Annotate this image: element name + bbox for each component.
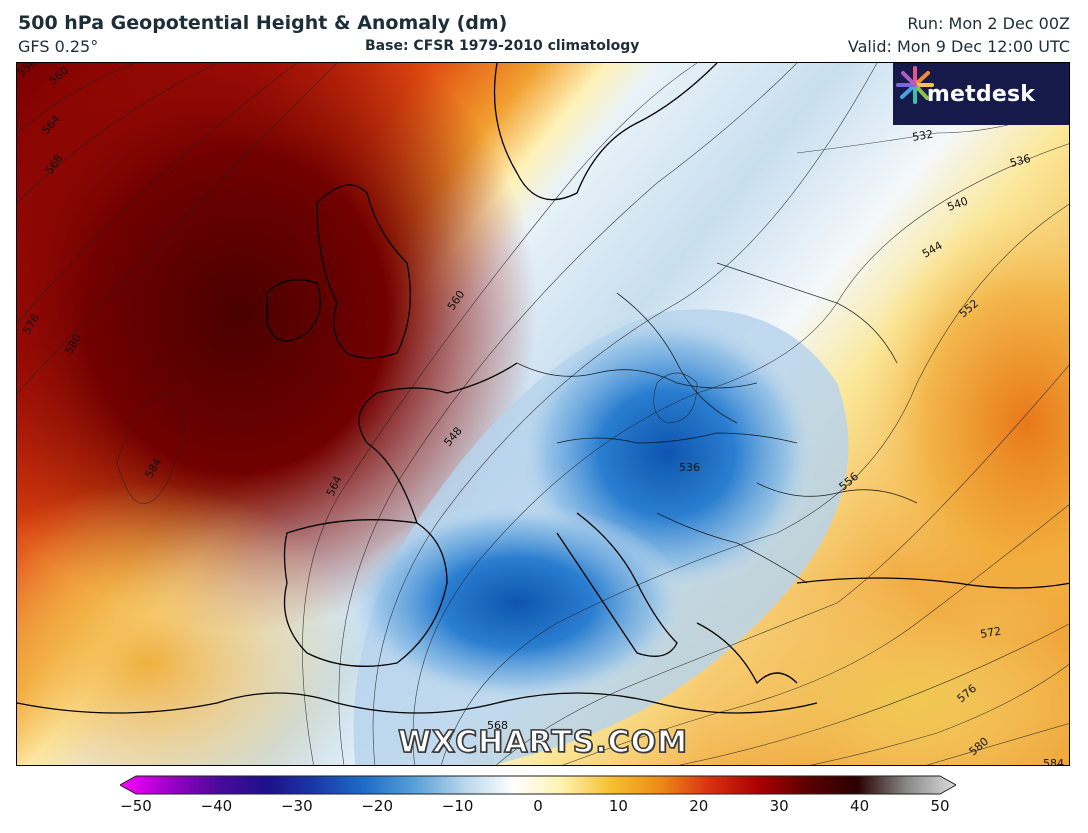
contour-label: 532 bbox=[911, 128, 934, 144]
france-outline bbox=[358, 362, 518, 524]
contour-label: 536 bbox=[679, 461, 700, 474]
height-contours bbox=[17, 63, 1069, 765]
anomaly-colorbar bbox=[120, 775, 956, 795]
contour-label: 584 bbox=[1043, 757, 1064, 766]
metdesk-logo[interactable]: metdesk bbox=[893, 63, 1069, 125]
colorbar-tick-label: 10 bbox=[608, 797, 628, 815]
iberia-outline bbox=[283, 519, 448, 667]
colorbar-bar bbox=[120, 775, 956, 795]
contour-label: 568 bbox=[487, 719, 508, 732]
ireland-outline bbox=[266, 279, 321, 342]
anomaly-map[interactable]: 556 560 564 568 576 580 584 568 560 548 … bbox=[16, 62, 1070, 766]
colorbar-tick-label: −10 bbox=[441, 797, 474, 815]
run-time-label: Run: Mon 2 Dec 00Z bbox=[907, 14, 1070, 33]
metdesk-logo-text: metdesk bbox=[926, 81, 1036, 107]
colorbar-tick-label: 40 bbox=[850, 797, 870, 815]
great-britain-outline bbox=[316, 184, 411, 359]
scandinavia-outline bbox=[493, 63, 718, 201]
colorbar-tick-label: 20 bbox=[689, 797, 709, 815]
climatology-base-label: Base: CFSR 1979-2010 climatology bbox=[365, 38, 640, 54]
colorbar-tick-label: −50 bbox=[120, 797, 152, 815]
wxcharts-watermark: WXCHARTS.COM bbox=[397, 724, 689, 761]
north-africa-coast bbox=[17, 692, 818, 714]
valid-time-label: Valid: Mon 9 Dec 12:00 UTC bbox=[847, 37, 1070, 56]
eastern-warm-anomaly bbox=[857, 203, 1069, 643]
negative-anomaly-core-south bbox=[347, 503, 687, 703]
coastlines bbox=[17, 63, 1069, 714]
italy-outline bbox=[556, 512, 678, 657]
contour-label: 536 bbox=[1008, 152, 1032, 170]
greece-outline bbox=[696, 622, 798, 685]
map-canvas: 556 560 564 568 576 580 584 568 560 548 … bbox=[17, 63, 1069, 766]
colorbar-tick-label: −20 bbox=[361, 797, 394, 815]
colorbar-tick-label: 30 bbox=[769, 797, 789, 815]
model-label: GFS 0.25° bbox=[18, 37, 99, 56]
colorbar-tick-label: −40 bbox=[200, 797, 233, 815]
colorbar-tick-label: 0 bbox=[533, 797, 543, 815]
country-borders bbox=[516, 262, 918, 584]
black-sea-coast bbox=[796, 577, 1069, 589]
metdesk-burst-icon bbox=[896, 66, 934, 104]
colorbar-tick-label: 50 bbox=[930, 797, 950, 815]
contour-label: 572 bbox=[979, 625, 1002, 641]
colorbar-tick-label: −30 bbox=[280, 797, 313, 815]
warm-southwest-shading bbox=[17, 483, 367, 765]
chart-title: 500 hPa Geopotential Height & Anomaly (d… bbox=[18, 12, 508, 34]
